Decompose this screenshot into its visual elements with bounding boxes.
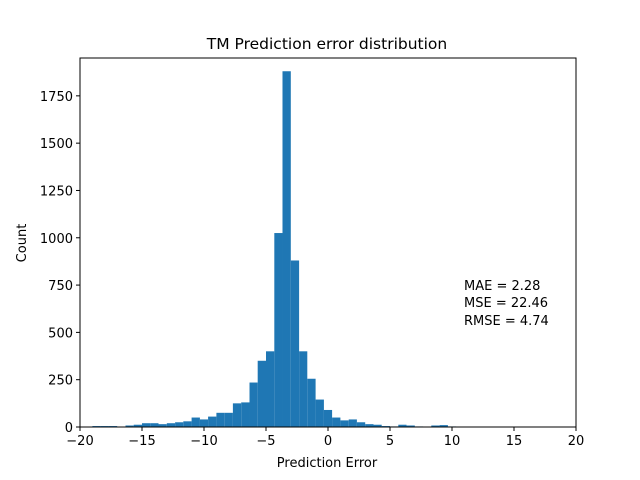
stats-annotation: MAE = 2.28 MSE = 22.46 RMSE = 4.74 (464, 279, 549, 329)
y-tick-label: 750 (48, 279, 73, 294)
x-tick-label: 5 (386, 434, 394, 449)
mae-text: MAE = 2.28 (464, 279, 540, 294)
histogram-bar (365, 424, 374, 427)
histogram-bar (356, 422, 366, 427)
histogram-bar (232, 403, 242, 427)
histogram-bar (315, 399, 324, 427)
histogram-bar (282, 71, 291, 427)
rmse-text: RMSE = 4.74 (464, 314, 549, 329)
histogram-bar (241, 402, 250, 427)
histogram-bar (373, 424, 382, 427)
chart-title: TM Prediction error distribution (206, 35, 447, 53)
y-tick-label: 250 (48, 374, 73, 389)
y-tick-label: 1250 (40, 184, 73, 199)
x-axis-title: Prediction Error (277, 456, 378, 471)
histogram-bar (224, 412, 233, 427)
histogram-bar (158, 424, 167, 427)
histogram-bar (216, 412, 225, 427)
mse-text: MSE = 22.46 (464, 296, 548, 311)
histogram-bar (274, 233, 283, 427)
histogram-bar (290, 260, 300, 427)
plot-area (79, 57, 577, 428)
histogram-bar (266, 351, 275, 427)
y-tick-label: 0 (65, 421, 73, 436)
histogram-bar (307, 378, 316, 427)
histogram-bar (249, 382, 258, 427)
histogram-bar (175, 422, 184, 427)
histogram-bar (439, 425, 448, 427)
histogram-bar (199, 419, 209, 427)
x-tick-label: 15 (506, 434, 523, 449)
x-tick-label: −20 (66, 434, 93, 449)
histogram-bar (183, 421, 192, 427)
y-tick-label: 1500 (40, 137, 73, 152)
y-axis-title: Count (15, 224, 30, 263)
histogram-bar (340, 420, 349, 427)
y-tick-label: 1750 (40, 90, 73, 105)
y-tick-label: 1000 (40, 232, 73, 247)
plot-frame (79, 57, 577, 428)
x-tick-label: 10 (444, 434, 461, 449)
histogram-bar (406, 425, 415, 427)
x-tick-label: −15 (128, 434, 155, 449)
histogram-bar (208, 416, 217, 427)
x-tick-label: −10 (190, 434, 217, 449)
histogram-bar (431, 425, 440, 427)
histogram-bar (332, 417, 341, 427)
histogram-bar (348, 419, 357, 427)
x-tick-label: 20 (568, 434, 585, 449)
x-tick-label: 0 (324, 434, 332, 449)
x-tick-label: −5 (256, 434, 275, 449)
histogram-bar (150, 423, 159, 427)
histogram-bar (142, 423, 151, 427)
histogram-bar (133, 424, 142, 427)
histogram-bar (299, 351, 308, 427)
histogram-bar (125, 425, 134, 427)
histogram-bar (257, 360, 266, 427)
y-axis: 0 250 500 750 1000 1250 1500 1750 (40, 90, 80, 436)
y-tick-label: 500 (48, 326, 73, 341)
histogram-bar (166, 423, 176, 427)
histogram-bar (323, 409, 333, 427)
histogram-bar (191, 417, 200, 427)
x-axis: −20 −15 −10 −5 0 5 10 15 20 (66, 427, 584, 449)
histogram-bar (398, 424, 407, 427)
